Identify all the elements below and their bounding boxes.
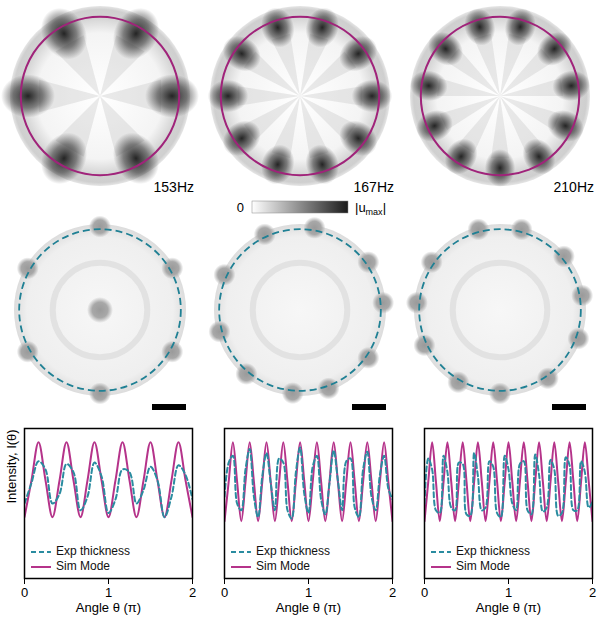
svg-text:Angle θ (π): Angle θ (π) <box>476 600 541 615</box>
svg-text:0: 0 <box>421 585 428 600</box>
svg-text:1: 1 <box>105 585 112 600</box>
svg-text:0: 0 <box>21 585 28 600</box>
svg-text:Intensity, I(θ): Intensity, I(θ) <box>4 429 19 503</box>
html-text:Sim Mode: Sim Mode <box>456 559 510 573</box>
html-text:Exp thickness: Exp thickness <box>256 544 330 558</box>
svg-text:0: 0 <box>237 200 244 215</box>
html-text:Sim Mode: Sim Mode <box>56 559 110 573</box>
svg-text:0: 0 <box>221 585 228 600</box>
svg-text:210Hz: 210Hz <box>554 179 594 195</box>
html-text:Sim Mode: Sim Mode <box>256 559 310 573</box>
svg-text:1: 1 <box>305 585 312 600</box>
svg-text:167Hz: 167Hz <box>354 179 394 195</box>
svg-text:2: 2 <box>589 585 596 600</box>
svg-text:Angle θ (π): Angle θ (π) <box>76 600 141 615</box>
svg-text:2: 2 <box>389 585 396 600</box>
svg-text:2: 2 <box>189 585 196 600</box>
svg-text:Angle θ (π): Angle θ (π) <box>276 600 341 615</box>
svg-text:153Hz: 153Hz <box>154 179 194 195</box>
html-text:Exp thickness: Exp thickness <box>456 544 530 558</box>
html-text:Exp thickness: Exp thickness <box>56 544 130 558</box>
svg-text:1: 1 <box>505 585 512 600</box>
svg-text:|umax|: |umax| <box>355 200 386 217</box>
